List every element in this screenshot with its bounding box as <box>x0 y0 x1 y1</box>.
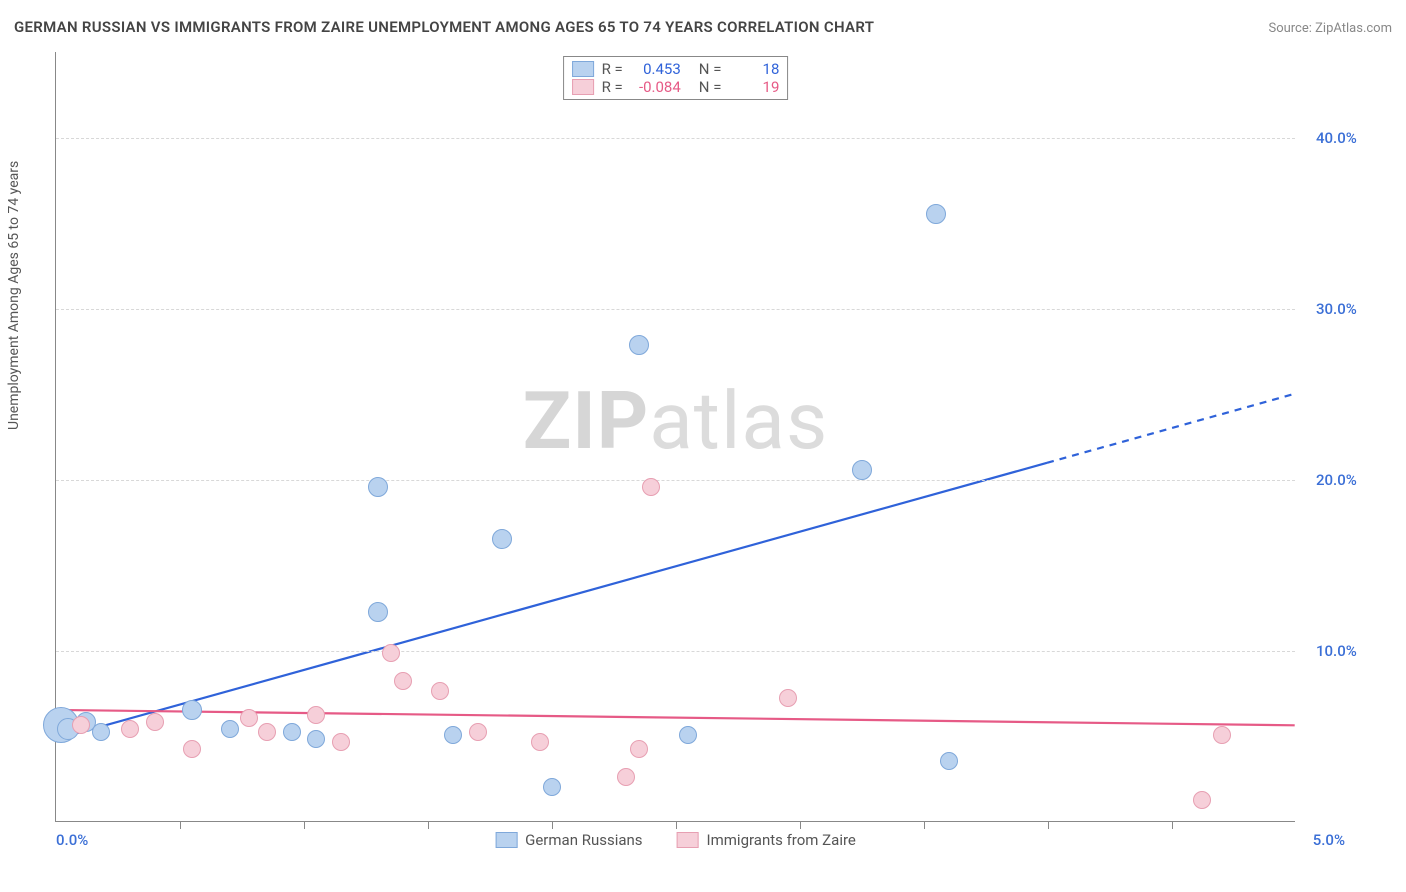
x-tick <box>800 821 801 829</box>
data-point <box>779 689 797 707</box>
n-value: 18 <box>729 60 779 78</box>
data-point <box>543 778 561 796</box>
data-point <box>182 700 202 720</box>
legend-label: German Russians <box>525 831 642 849</box>
data-point <box>368 602 388 622</box>
x-axis-min-label: 0.0% <box>56 831 88 849</box>
legend-item-immigrants-zaire: Immigrants from Zaire <box>677 831 856 849</box>
data-point <box>183 740 201 758</box>
y-tick-label: 20.0% <box>1316 471 1357 489</box>
r-label: R = <box>602 60 623 78</box>
data-point <box>444 726 462 744</box>
data-point <box>240 709 258 727</box>
x-tick <box>1048 821 1049 829</box>
data-point <box>146 713 164 731</box>
trend-lines <box>56 52 1295 821</box>
data-point <box>72 716 90 734</box>
data-point <box>642 478 660 496</box>
data-point <box>382 644 400 662</box>
data-point <box>531 733 549 751</box>
data-point <box>617 768 635 786</box>
data-point <box>307 730 325 748</box>
data-point <box>431 682 449 700</box>
series-legend: German Russians Immigrants from Zaire <box>495 831 856 849</box>
data-point <box>679 726 697 744</box>
x-tick <box>1172 821 1173 829</box>
n-label: N = <box>699 78 722 96</box>
swatch-icon <box>572 79 594 95</box>
x-tick <box>676 821 677 829</box>
r-value: 0.453 <box>631 60 681 78</box>
y-tick-label: 40.0% <box>1316 129 1357 147</box>
swatch-icon <box>677 832 699 848</box>
legend-item-german-russians: German Russians <box>495 831 642 849</box>
data-point <box>629 335 649 355</box>
x-tick <box>428 821 429 829</box>
x-tick <box>924 821 925 829</box>
swatch-icon <box>495 832 517 848</box>
data-point <box>926 204 946 224</box>
data-point <box>92 723 110 741</box>
data-point <box>394 672 412 690</box>
data-point <box>492 529 512 549</box>
legend-row: R = -0.084 N = 19 <box>572 78 780 96</box>
n-value: 19 <box>729 78 779 96</box>
r-value: -0.084 <box>631 78 681 96</box>
data-point <box>630 740 648 758</box>
y-axis-label: Unemployment Among Ages 65 to 74 years <box>6 161 22 430</box>
legend-label: Immigrants from Zaire <box>707 831 856 849</box>
data-point <box>1213 726 1231 744</box>
trend-line-dashed <box>1047 394 1295 463</box>
y-tick-label: 30.0% <box>1316 300 1357 318</box>
n-label: N = <box>699 60 722 78</box>
x-tick <box>552 821 553 829</box>
data-point <box>332 733 350 751</box>
data-point <box>1193 791 1211 809</box>
gridline <box>56 480 1295 481</box>
y-tick-label: 10.0% <box>1316 642 1357 660</box>
gridline <box>56 309 1295 310</box>
data-point <box>368 477 388 497</box>
data-point <box>258 723 276 741</box>
data-point <box>283 723 301 741</box>
legend-row: R = 0.453 N = 18 <box>572 60 780 78</box>
chart-title: GERMAN RUSSIAN VS IMMIGRANTS FROM ZAIRE … <box>14 18 874 36</box>
x-axis-max-label: 5.0% <box>1313 831 1345 849</box>
gridline <box>56 651 1295 652</box>
r-label: R = <box>602 78 623 96</box>
data-point <box>307 706 325 724</box>
correlation-legend: R = 0.453 N = 18 R = -0.084 N = 19 <box>563 56 789 100</box>
scatter-plot: ZIPatlas R =0.453N =18R =-0.084N =19 0.0… <box>55 52 1295 822</box>
trend-line <box>56 463 1047 739</box>
data-point <box>940 752 958 770</box>
x-tick <box>180 821 181 829</box>
data-point <box>469 723 487 741</box>
data-point <box>121 720 139 738</box>
gridline <box>56 138 1295 139</box>
data-point <box>852 460 872 480</box>
source-attribution: Source: ZipAtlas.com <box>1268 21 1392 36</box>
swatch-icon <box>572 61 594 77</box>
x-tick <box>304 821 305 829</box>
data-point <box>221 720 239 738</box>
